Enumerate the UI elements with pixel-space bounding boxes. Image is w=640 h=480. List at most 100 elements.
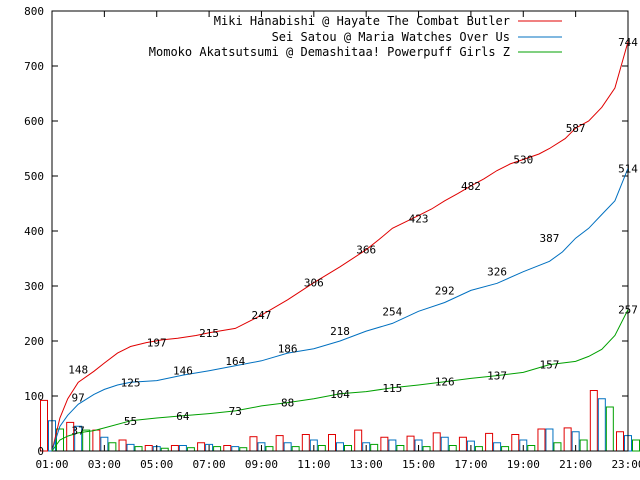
data-label: 164 (225, 355, 245, 368)
hourly-bar (632, 439, 640, 452)
hourly-bar (501, 446, 510, 452)
data-label: 423 (409, 212, 429, 225)
data-label: 146 (173, 365, 193, 378)
hourly-bar (406, 435, 415, 452)
hourly-bar (336, 442, 344, 452)
series-line-3 (51, 309, 629, 452)
hourly-bar (223, 445, 232, 452)
hourly-bar (579, 439, 588, 452)
hourly-bar (126, 443, 135, 452)
x-tick-label: 23:00 (611, 458, 640, 471)
hourly-bar (388, 439, 397, 452)
legend-label: Momoko Akatsutsumi @ Demashitaa! Powerpu… (149, 45, 510, 59)
data-label: 37 (72, 425, 85, 438)
data-label: 137 (487, 370, 507, 383)
hourly-bar (344, 445, 352, 452)
y-tick-label: 0 (37, 445, 44, 458)
hourly-bar (108, 442, 117, 452)
data-label: 157 (540, 359, 560, 372)
hourly-bar (370, 443, 379, 452)
hourly-bar (485, 432, 494, 452)
x-tick-label: 03:00 (88, 458, 121, 471)
x-tick-label: 17:00 (454, 458, 487, 471)
data-label: 482 (461, 180, 481, 193)
series-line-2 (51, 168, 629, 452)
hourly-bar (213, 446, 222, 452)
data-label: 64 (176, 410, 190, 423)
hourly-bar (92, 429, 101, 452)
data-label: 247 (252, 309, 272, 322)
hourly-bar (563, 427, 572, 452)
y-tick-label: 400 (24, 225, 44, 238)
hourly-bar (616, 431, 624, 452)
hourly-bar (422, 446, 431, 452)
data-label: 326 (487, 266, 507, 279)
x-tick-label: 15:00 (402, 458, 435, 471)
hourly-bar (265, 446, 274, 452)
data-label: 115 (382, 382, 402, 395)
hourly-bar (328, 434, 336, 452)
data-label: 257 (618, 304, 638, 317)
hourly-bar (589, 390, 598, 452)
data-label: 514 (618, 162, 638, 175)
data-label: 55 (124, 415, 137, 428)
legend-label: Sei Satou @ Maria Watches Over Us (272, 30, 510, 44)
series-line-1 (51, 41, 629, 452)
data-label: 306 (304, 277, 324, 290)
data-label: 387 (540, 232, 560, 245)
y-tick-label: 200 (24, 335, 44, 348)
y-tick-label: 600 (24, 115, 44, 128)
x-tick-label: 13:00 (350, 458, 383, 471)
hourly-bar (249, 436, 258, 452)
hourly-bar (432, 432, 441, 452)
x-tick-label: 01:00 (35, 458, 68, 471)
hourly-bar (458, 436, 467, 452)
data-label: 587 (566, 122, 586, 135)
hourly-bar (317, 445, 326, 452)
y-tick-label: 500 (24, 170, 44, 183)
x-tick-label: 05:00 (140, 458, 173, 471)
hourly-bar (597, 398, 606, 452)
data-label: 148 (68, 364, 88, 377)
hourly-bar (448, 445, 457, 452)
hourly-bar (537, 428, 546, 452)
hourly-bar (553, 442, 562, 452)
hourly-bar (144, 445, 153, 452)
hourly-bar (197, 442, 206, 452)
hourly-bar (440, 436, 449, 452)
x-tick-label: 19:00 (507, 458, 540, 471)
x-tick-label: 11:00 (297, 458, 330, 471)
hourly-bar (511, 434, 520, 452)
data-label: 744 (618, 36, 638, 49)
data-label: 73 (229, 405, 242, 418)
hourly-bar (545, 428, 554, 452)
data-label: 88 (281, 397, 294, 410)
hourly-bar (605, 406, 614, 452)
data-label: 126 (435, 376, 455, 389)
y-tick-label: 800 (24, 5, 44, 18)
x-tick-label: 21:00 (559, 458, 592, 471)
data-label: 530 (513, 154, 533, 167)
hourly-bar (301, 434, 310, 452)
y-tick-label: 700 (24, 60, 44, 73)
data-label: 97 (72, 392, 85, 405)
hourly-bar (283, 442, 292, 452)
hourly-bar (354, 429, 363, 452)
legend-label: Miki Hanabishi @ Hayate The Combat Butle… (214, 14, 510, 28)
y-tick-label: 100 (24, 390, 44, 403)
hourly-bar (527, 445, 536, 452)
hourly-bar (170, 445, 179, 452)
data-label: 366 (356, 244, 376, 257)
data-label: 292 (435, 284, 455, 297)
y-tick-label: 300 (24, 280, 44, 293)
hourly-bar (134, 446, 143, 452)
data-label: 254 (382, 305, 402, 318)
hourly-bar (493, 442, 502, 452)
hourly-bar (178, 445, 187, 452)
hourly-bar (275, 435, 284, 452)
data-label: 186 (278, 343, 298, 356)
hourly-bar (396, 445, 405, 452)
hourly-bar (291, 446, 300, 452)
